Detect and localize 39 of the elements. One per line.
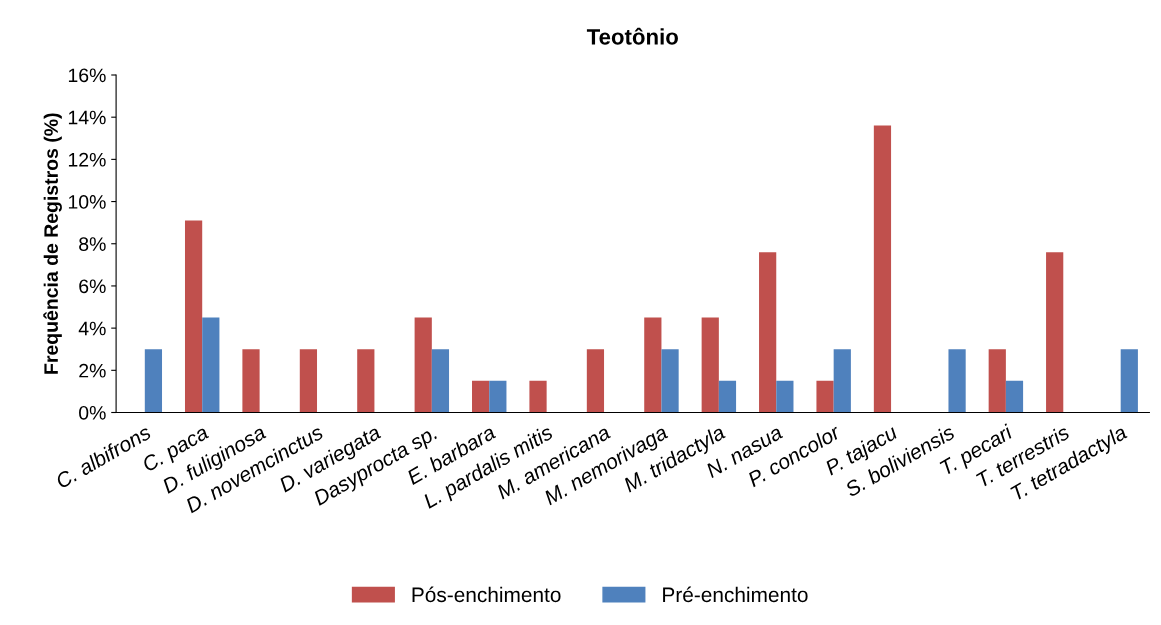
chart-title: Teotônio — [586, 27, 678, 45]
bar — [529, 380, 547, 413]
bar — [873, 125, 892, 413]
bar — [242, 349, 260, 413]
bar — [586, 349, 605, 413]
bar — [988, 349, 1006, 413]
bar — [472, 380, 490, 413]
y-tick-label: 10% — [68, 195, 106, 209]
bar — [184, 220, 203, 413]
bar — [833, 349, 851, 413]
bar — [1005, 380, 1024, 413]
bar — [489, 380, 507, 413]
y-axis-title: Frequência de Registros (%) — [43, 113, 62, 374]
bar — [357, 349, 375, 413]
y-tick-label: 16% — [68, 68, 106, 83]
legend-label: Pré-enchimento — [663, 586, 808, 603]
bar — [701, 317, 719, 413]
bar — [431, 349, 450, 413]
legend-label: Pós-enchimento — [412, 586, 561, 603]
bar — [816, 380, 834, 413]
y-tick-label: 8% — [79, 237, 106, 251]
y-tick-label: 6% — [79, 279, 106, 294]
bar — [1046, 252, 1064, 413]
bar — [759, 252, 777, 413]
y-tick-label: 12% — [68, 152, 106, 167]
bar — [144, 349, 163, 413]
bar — [776, 380, 794, 413]
bar — [644, 317, 662, 413]
y-tick-label: 4% — [78, 321, 106, 336]
bar — [414, 317, 432, 413]
bar — [1120, 349, 1138, 413]
y-tick-label: 2% — [79, 363, 106, 378]
bar — [299, 349, 318, 413]
bar — [718, 380, 737, 413]
bar — [948, 349, 966, 413]
bar — [661, 349, 679, 413]
bar — [202, 317, 220, 413]
y-tick-label: 0% — [79, 405, 106, 420]
y-tick-label: 14% — [68, 110, 106, 125]
